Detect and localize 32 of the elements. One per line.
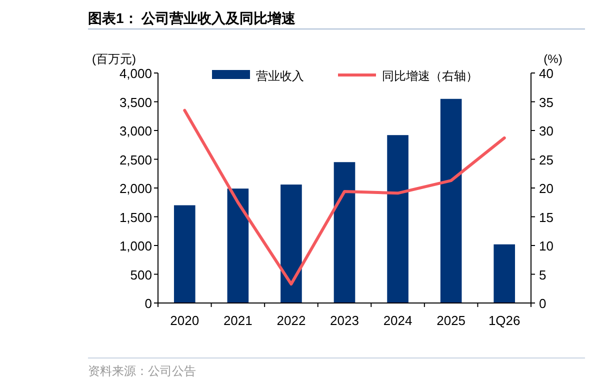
y2-tick-label: 15 [539,210,554,225]
y2-tick-label: 25 [539,152,554,168]
y2-tick-label: 35 [539,94,554,110]
x-tick-label: 2022 [276,313,306,328]
chart-title: 图表1： 公司营业收入及同比增速 [88,10,297,26]
legend-label: 营业收入 [256,69,304,83]
y-tick-label: 3,000 [119,124,152,138]
text: 资料来源：公司公告 [88,364,196,378]
y-tick-label: 4,000 [119,66,152,81]
x-tick-label: 1Q26 [488,313,520,328]
y-tick-label: 3,500 [119,94,152,110]
y2-tick-label: 0 [539,296,546,311]
y-tick-label: 1,500 [119,210,152,225]
y-tick-label: 2,000 [119,181,152,196]
y-tick-label: 0 [144,296,152,311]
x-tick-label: 2021 [223,313,252,328]
y-tick-label: 2,500 [119,152,152,168]
y2-axis-title: (%) [544,52,562,66]
legend-label: 同比增速（右轴） [382,69,478,83]
x-tick-label: 2025 [436,313,466,328]
x-tick-label: 2024 [383,313,412,328]
y2-tick-label: 5 [539,267,546,282]
x-tick-label: 2023 [330,313,359,328]
line-series [183,108,506,286]
y2-tick-label: 10 [539,238,554,254]
y-axis-title: (百万元) [92,52,136,66]
y2-tick-label: 40 [539,66,554,81]
y2-tick-label: 30 [539,124,554,138]
y-tick-label: 500 [130,267,152,282]
y2-tick-label: 20 [539,181,554,196]
x-tick-label: 2020 [170,313,200,328]
y-tick-label: 1,000 [119,238,152,254]
